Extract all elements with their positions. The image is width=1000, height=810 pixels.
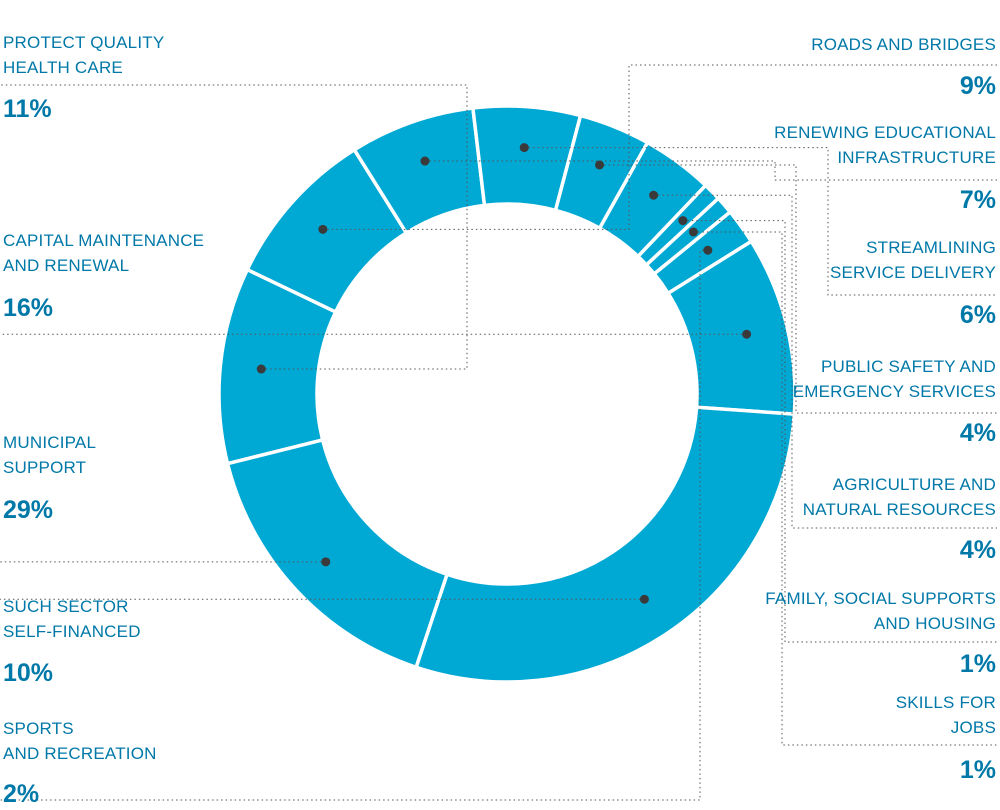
leader-streamlining-service-delivery	[524, 147, 997, 296]
leader-public-safety-and-emergency-services	[599, 164, 997, 414]
value-municipal-support: 29%	[3, 496, 54, 524]
label-capital-maintenance-renewal: CAPITAL MAINTENANCE AND RENEWAL	[3, 231, 205, 275]
value-renewing-educational-infrastructure: 7%	[959, 186, 996, 214]
value-agriculture-natural-resources: 4%	[959, 536, 996, 564]
label-renewing-educational-infrastructure: RENEWING EDUCATIONAL INFRASTRUCTURE	[774, 123, 996, 167]
value-streamlining-service-delivery: 6%	[959, 301, 996, 329]
donut-slices	[217, 104, 797, 684]
label-agriculture-natural-resources: AGRICULTURE AND NATURAL RESOURCES	[802, 475, 996, 519]
value-protect-quality-health-care: 11%	[3, 95, 52, 123]
label-roads-and-bridges: ROADS AND BRIDGES	[811, 35, 996, 54]
marker-skills-for-jobs	[688, 227, 698, 237]
value-roads-and-bridges: 9%	[959, 72, 996, 100]
value-capital-maintenance-renewal: 16%	[3, 294, 54, 322]
marker-protect-quality-health-care	[256, 364, 266, 374]
label-protect-quality-health-care: PROTECT QUALITY HEALTH CARE	[3, 33, 165, 77]
value-sports-and-recreation: 2%	[3, 780, 40, 808]
label-municipal-support: MUNICIPAL SUPPORT	[3, 433, 97, 477]
leader-lines	[0, 64, 997, 801]
marker-municipal-support	[639, 594, 649, 604]
label-streamlining-service-delivery: STREAMLINING SERVICE DELIVERY	[829, 238, 996, 282]
slice-municipal-support	[413, 405, 797, 684]
marker-such-sector-self-financed	[742, 329, 752, 339]
marker-roads-and-bridges	[318, 224, 328, 234]
value-skills-for-jobs: 1%	[959, 756, 996, 784]
label-such-sector-self-financed: SUCH SECTOR SELF-FINANCED	[3, 597, 141, 641]
value-public-safety-emergency-services: 4%	[959, 419, 996, 447]
marker-streamlining-service-delivery	[519, 143, 529, 153]
value-family-social-supports-housing: 1%	[959, 650, 996, 678]
value-such-sector-self-financed: 10%	[3, 659, 54, 687]
marker-public-safety-and-emergency-services	[595, 160, 605, 170]
leader-protect-quality-health-care	[0, 84, 468, 370]
label-skills-for-jobs: SKILLS FOR JOBS	[895, 693, 996, 737]
label-sports-and-recreation: SPORTS AND RECREATION	[3, 719, 157, 763]
marker-renewing-educational-infrastructure	[420, 156, 430, 166]
label-family-social-supports-housing: FAMILY, SOCIAL SUPPORTS AND HOUSING	[765, 589, 996, 633]
marker-family-social-supports-and-housing	[678, 216, 688, 226]
marker-agriculture-and-natural-resources	[649, 190, 659, 200]
marker-capital-maintenance-and-renewal	[321, 557, 331, 567]
label-public-safety-emergency-services: PUBLIC SAFETY AND EMERGENCY SERVICES	[792, 357, 996, 401]
slice-capital-maintenance-and-renewal	[225, 437, 450, 670]
marker-sports-and-recreation	[703, 245, 713, 255]
